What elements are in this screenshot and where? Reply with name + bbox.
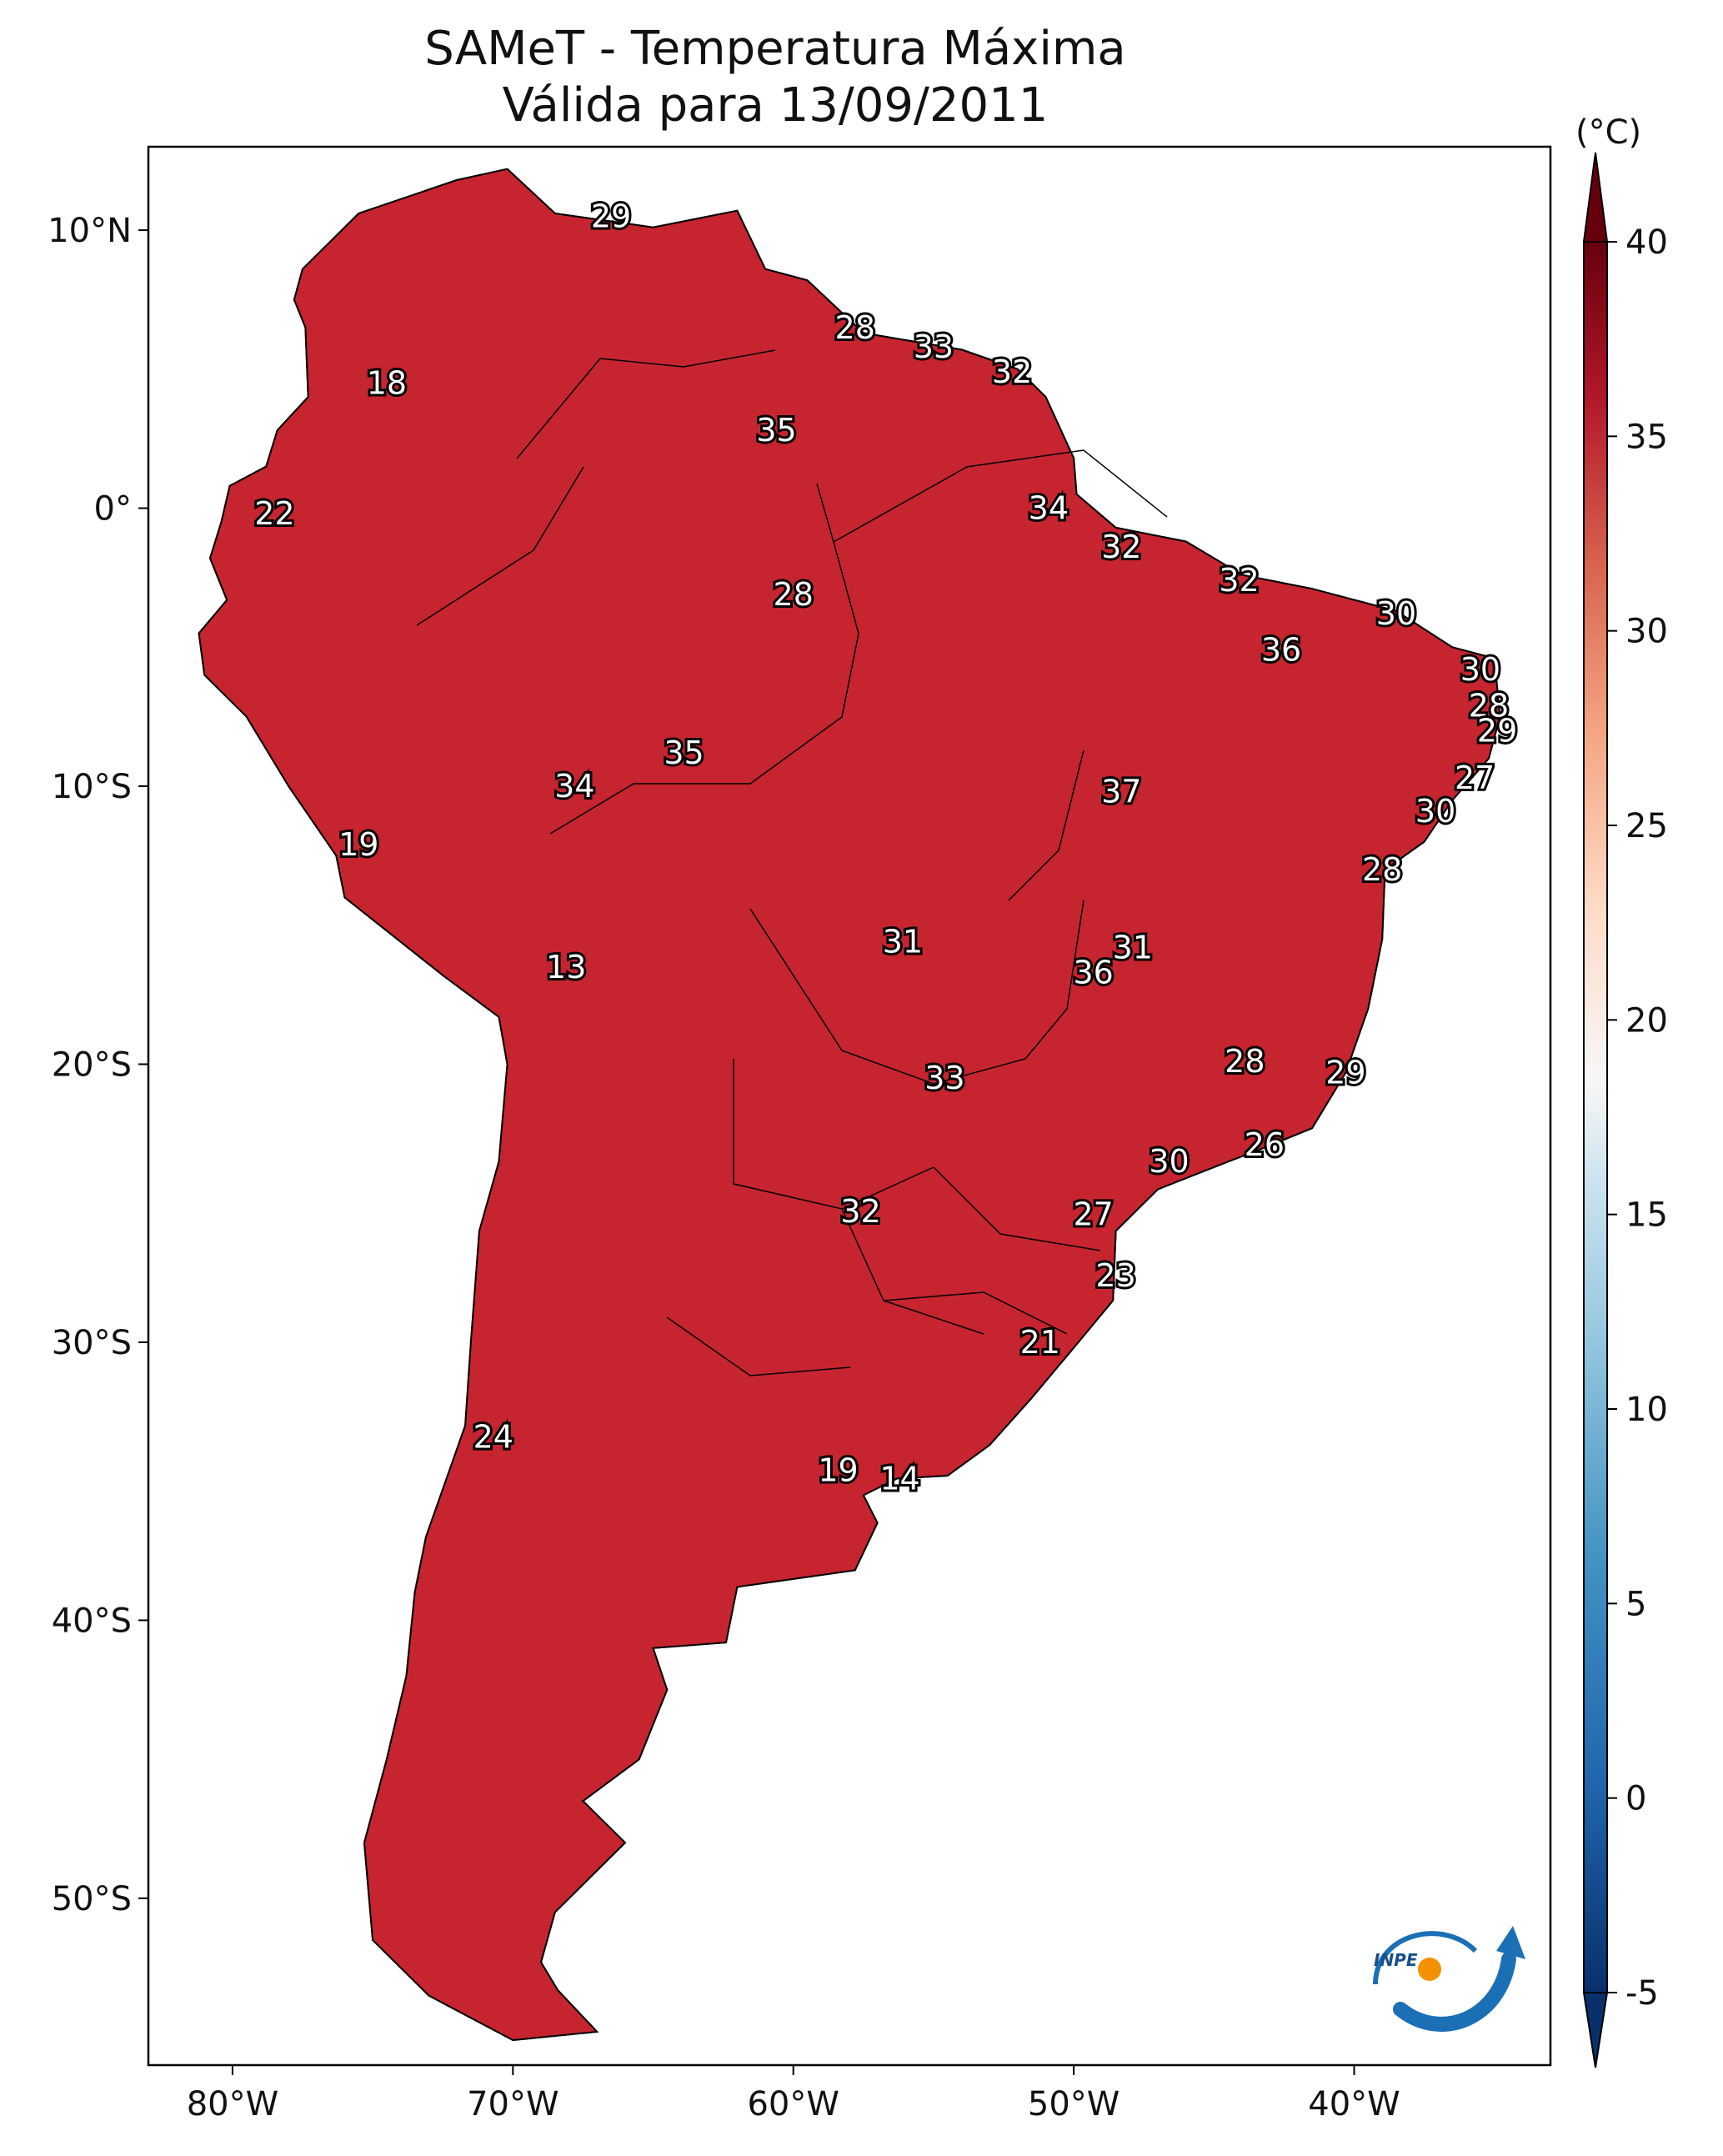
station-value-label: 32	[1101, 529, 1141, 565]
station-value-label: 28	[1469, 687, 1509, 724]
station-value-label: 37	[1101, 774, 1141, 810]
station-value-label: 13	[546, 949, 586, 985]
station-value-label: 26	[1245, 1126, 1285, 1163]
lat-tick-label: 40°S	[52, 1602, 132, 1640]
station-value-label: 33	[914, 328, 954, 365]
station-value-label: 22	[254, 495, 294, 532]
latitude-axis: 10°N 0° 10°S 20°S 30°S 40°S 50°S	[48, 212, 148, 1918]
station-value-label: 30	[1376, 595, 1416, 632]
map-title-line-2: Válida para 13/09/2011	[502, 78, 1049, 133]
colorbar: (°C) 40 35 30 25 20 15 10 5 0 -5	[1575, 113, 1668, 2068]
station-value-label: 29	[591, 198, 631, 234]
colorbar-tick-label: 0	[1625, 1780, 1646, 1818]
colorbar-unit: (°C)	[1575, 113, 1641, 152]
station-value-label: 14	[879, 1460, 919, 1497]
colorbar-upper-extension	[1582, 152, 1609, 243]
colorbar-tick-label: 35	[1625, 418, 1668, 456]
station-value-label: 27	[1073, 1196, 1113, 1233]
station-value-label: 19	[338, 826, 378, 863]
station-value-label: 35	[664, 735, 704, 771]
station-value-label: 32	[992, 353, 1032, 390]
map-title-line-1: SAMeT - Temperatura Máxima	[424, 22, 1126, 76]
station-value-label: 28	[835, 309, 875, 346]
lat-tick-label: 10°N	[48, 212, 132, 250]
station-value-label: 29	[1325, 1054, 1365, 1091]
colorbar-tick-label: 40	[1625, 223, 1668, 262]
station-value-label: 24	[473, 1418, 513, 1455]
colorbar-ticks: 40 35 30 25 20 15 10 5 0 -5	[1607, 223, 1668, 2013]
colorbar-tick-label: 5	[1625, 1585, 1646, 1623]
station-value-label: 28	[1225, 1043, 1265, 1080]
station-value-label: 29	[1477, 712, 1517, 749]
lon-tick-label: 50°W	[1028, 2085, 1119, 2123]
lon-tick-label: 60°W	[747, 2085, 839, 2123]
colorbar-tick-label: -5	[1625, 1974, 1659, 2013]
longitude-axis: 80°W 70°W 60°W 50°W 40°W	[187, 2065, 1400, 2123]
station-value-label: 32	[1219, 562, 1259, 599]
lat-tick-label: 10°S	[52, 768, 132, 806]
lat-tick-label: 20°S	[52, 1045, 132, 1084]
colorbar-tick-label: 25	[1625, 807, 1668, 845]
colorbar-tick-label: 10	[1625, 1391, 1668, 1429]
lon-tick-label: 40°W	[1308, 2085, 1400, 2123]
lon-tick-label: 70°W	[467, 2085, 558, 2123]
station-value-label: 33	[924, 1060, 964, 1096]
lon-tick-label: 80°W	[187, 2085, 278, 2123]
colorbar-tick-label: 15	[1625, 1196, 1668, 1235]
station-value-label: 36	[1261, 632, 1301, 669]
colorbar-tick-label: 20	[1625, 1001, 1668, 1040]
station-value-label: 18	[367, 364, 407, 401]
station-value-label: 34	[1029, 490, 1069, 527]
station-value-label: 34	[554, 768, 594, 805]
station-value-label: 21	[1020, 1324, 1060, 1361]
station-value-label: 23	[1095, 1257, 1135, 1294]
colorbar-scale	[1583, 241, 1608, 1993]
station-value-label: 30	[1415, 793, 1455, 830]
station-value-label: 32	[840, 1193, 880, 1230]
station-value-label: 28	[774, 576, 814, 613]
colorbar-lower-extension	[1582, 1992, 1609, 2068]
station-value-label: 27	[1455, 760, 1495, 796]
lat-tick-label: 30°S	[52, 1324, 132, 1362]
station-value-label: 31	[883, 924, 923, 960]
station-value-label: 31	[1113, 929, 1153, 965]
lat-tick-label: 50°S	[52, 1880, 132, 1918]
station-value-label: 35	[756, 412, 796, 449]
colorbar-tick-label: 30	[1625, 613, 1668, 651]
station-value-label: 28	[1362, 851, 1402, 888]
political-borders	[416, 349, 1168, 1376]
inpe-logo: INPE	[1373, 1926, 1525, 2032]
station-value-label: 19	[818, 1452, 858, 1488]
inpe-logo-text: INPE	[1374, 1950, 1418, 1970]
station-value-label: 30	[1460, 651, 1500, 688]
station-value-label: 36	[1073, 954, 1113, 990]
lat-tick-label: 0°	[94, 490, 132, 529]
station-value-label: 30	[1149, 1143, 1189, 1180]
